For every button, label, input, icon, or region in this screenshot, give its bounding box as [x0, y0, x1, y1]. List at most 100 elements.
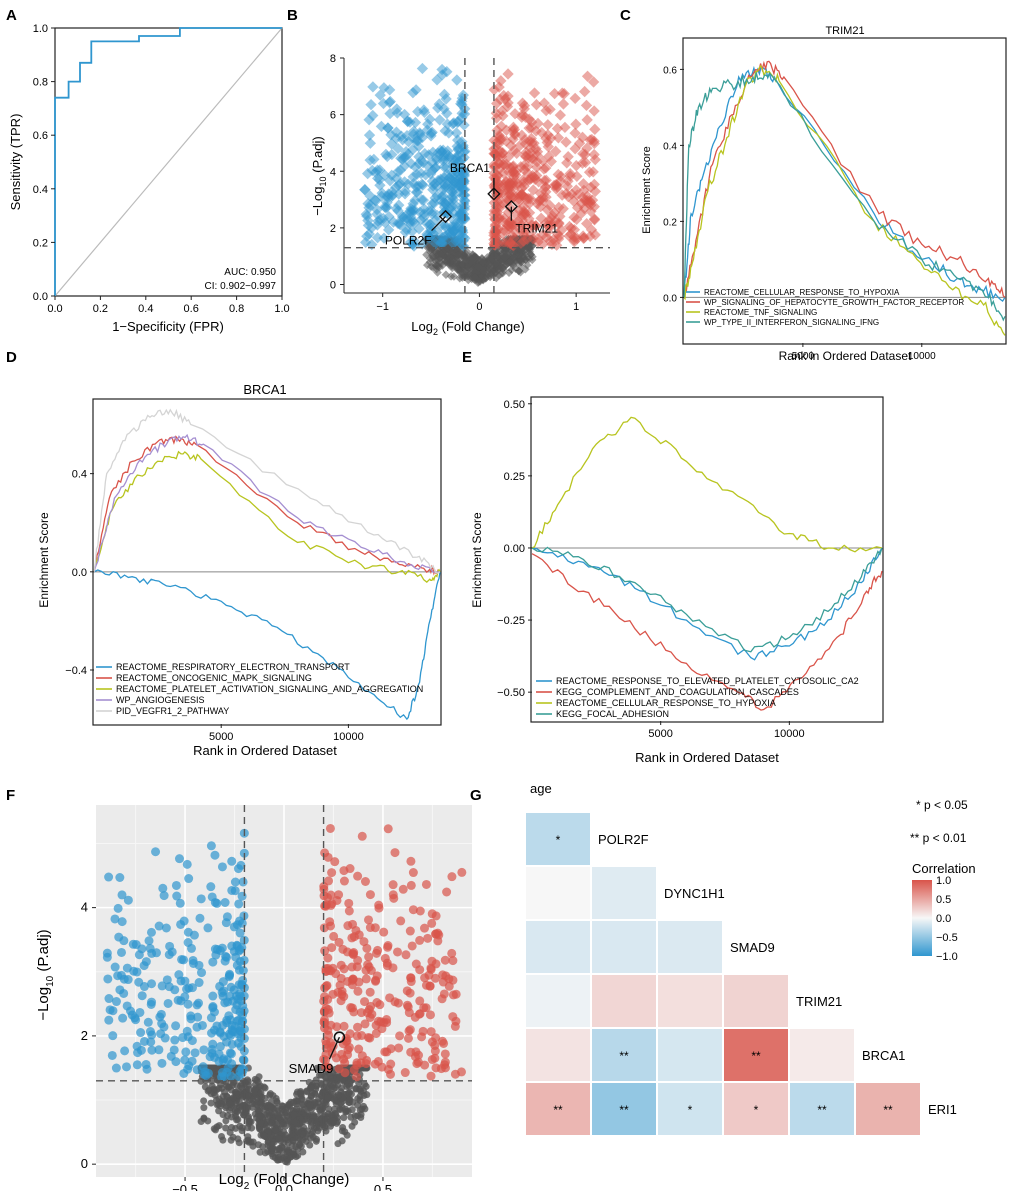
- blue-point: [143, 1017, 153, 1027]
- gene-marker: [504, 199, 518, 214]
- red-point: [457, 867, 467, 877]
- legend-label: KEGG_FOCAL_ADHESION: [556, 709, 669, 719]
- red-point: [556, 189, 568, 201]
- blue-point: [367, 81, 379, 93]
- grey-point: [504, 268, 514, 277]
- red-point: [584, 134, 596, 146]
- red-point: [421, 980, 431, 990]
- a-ytick-label: 0.4: [33, 184, 48, 196]
- significance-mark: *: [688, 1103, 693, 1117]
- red-point: [551, 122, 564, 135]
- blue-point: [171, 1021, 181, 1031]
- grey-point: [334, 1140, 342, 1148]
- grey-point: [226, 1100, 234, 1108]
- red-point: [328, 1041, 338, 1051]
- a-ytick-label: 0.8: [33, 77, 48, 89]
- red-point: [376, 1017, 386, 1027]
- significance-mark: *: [556, 833, 561, 847]
- blue-point: [215, 1042, 225, 1052]
- panel-b-gene-labels: BRCA1 TRIM21 POLR2F: [385, 161, 558, 248]
- grey-point: [257, 1112, 265, 1120]
- blue-point: [157, 1019, 167, 1029]
- legend-label: REACTOME_CELLULAR_RESPONSE_TO_HYPOXIA: [556, 698, 776, 708]
- a-ytick-label: 0.6: [33, 130, 48, 142]
- blue-point: [458, 168, 470, 180]
- grey-point: [245, 1085, 253, 1093]
- panel-f-xlabel: Log2 (Fold Change): [219, 1171, 350, 1191]
- grey-point: [260, 1132, 268, 1140]
- red-point: [352, 1031, 362, 1041]
- significance-mark: **: [751, 1049, 761, 1063]
- red-point: [492, 210, 505, 222]
- a-xtick-label: 0.0: [47, 303, 62, 315]
- blue-point: [415, 167, 427, 180]
- heatmap-cell: [526, 867, 590, 919]
- blue-point: [151, 948, 161, 958]
- blue-point: [162, 975, 172, 985]
- ytick-label: −0.25: [497, 615, 525, 627]
- red-point: [578, 85, 591, 98]
- blue-point: [429, 162, 441, 174]
- red-point: [518, 229, 530, 241]
- grey-point: [293, 1105, 301, 1113]
- row-label: age: [530, 781, 552, 796]
- red-point: [557, 203, 569, 215]
- blue-point: [116, 947, 126, 957]
- red-point: [345, 1029, 355, 1039]
- panel-letter-g: G: [470, 787, 482, 804]
- red-point: [524, 193, 537, 205]
- blue-point: [413, 151, 425, 163]
- red-point: [502, 68, 514, 80]
- red-point: [444, 981, 454, 991]
- red-point: [503, 216, 516, 228]
- red-point: [540, 191, 552, 203]
- red-point: [576, 157, 589, 169]
- grey-point: [200, 1097, 208, 1105]
- grey-point: [229, 1094, 237, 1102]
- red-point: [417, 1032, 427, 1042]
- red-point: [352, 962, 362, 972]
- panel-d-gsea: BRCA1 REACTOME_RESPIRATORY_ELECTRON_TRAN…: [37, 382, 442, 758]
- red-point: [511, 179, 523, 191]
- red-point: [587, 166, 599, 178]
- red-point: [371, 976, 381, 986]
- grey-point: [208, 1077, 216, 1085]
- blue-point: [393, 179, 405, 192]
- red-point: [327, 868, 337, 878]
- grey-point: [304, 1127, 312, 1135]
- blue-point: [239, 955, 249, 965]
- red-point: [589, 229, 601, 241]
- red-point: [540, 181, 552, 193]
- blue-point: [126, 1006, 136, 1016]
- blue-point: [118, 1013, 128, 1023]
- panel-e-y-ticks: −0.50 −0.25 0.00 0.25 0.50: [497, 399, 532, 699]
- blue-point: [110, 962, 120, 972]
- red-point: [504, 237, 517, 249]
- red-point: [402, 1000, 412, 1010]
- red-point: [320, 848, 330, 858]
- blue-point: [371, 232, 384, 244]
- grey-point: [356, 1096, 364, 1104]
- xtick-label: 10000: [333, 731, 364, 743]
- correlation-legend-title: Correlation: [912, 861, 976, 876]
- blue-point: [217, 862, 227, 872]
- red-point: [543, 150, 555, 162]
- red-point: [522, 160, 534, 172]
- red-point: [527, 153, 539, 166]
- red-point: [359, 937, 369, 947]
- red-point: [569, 127, 581, 139]
- blue-point: [238, 1001, 248, 1011]
- blue-point: [238, 877, 248, 887]
- heatmap-cell: [658, 921, 722, 973]
- blue-point: [187, 983, 197, 993]
- red-point: [535, 212, 547, 224]
- ytick-label: 0.4: [663, 141, 677, 152]
- red-point: [588, 214, 601, 226]
- grey-point: [261, 1149, 269, 1157]
- panel-b-ylabel: −Log10 (P.adj): [310, 136, 328, 216]
- panel-e-legend: REACTOME_RESPONSE_TO_ELEVATED_PLATELET_C…: [536, 676, 859, 719]
- heatmap-cell: [724, 1083, 788, 1135]
- red-point: [571, 170, 583, 182]
- blue-point: [227, 885, 237, 895]
- grey-point: [338, 1103, 346, 1111]
